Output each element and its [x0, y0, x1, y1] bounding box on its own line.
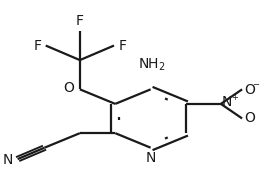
Text: O: O — [244, 83, 255, 97]
Text: O: O — [244, 111, 255, 125]
Text: $^-$: $^-$ — [251, 81, 261, 94]
Text: O: O — [64, 82, 74, 95]
Text: F: F — [76, 14, 84, 28]
Text: N: N — [145, 151, 156, 165]
Text: N: N — [3, 153, 13, 167]
Text: NH$_2$: NH$_2$ — [138, 56, 166, 73]
Text: $^+$: $^+$ — [230, 93, 240, 106]
Text: F: F — [118, 39, 127, 53]
Text: F: F — [33, 39, 41, 53]
Text: N: N — [222, 95, 232, 109]
